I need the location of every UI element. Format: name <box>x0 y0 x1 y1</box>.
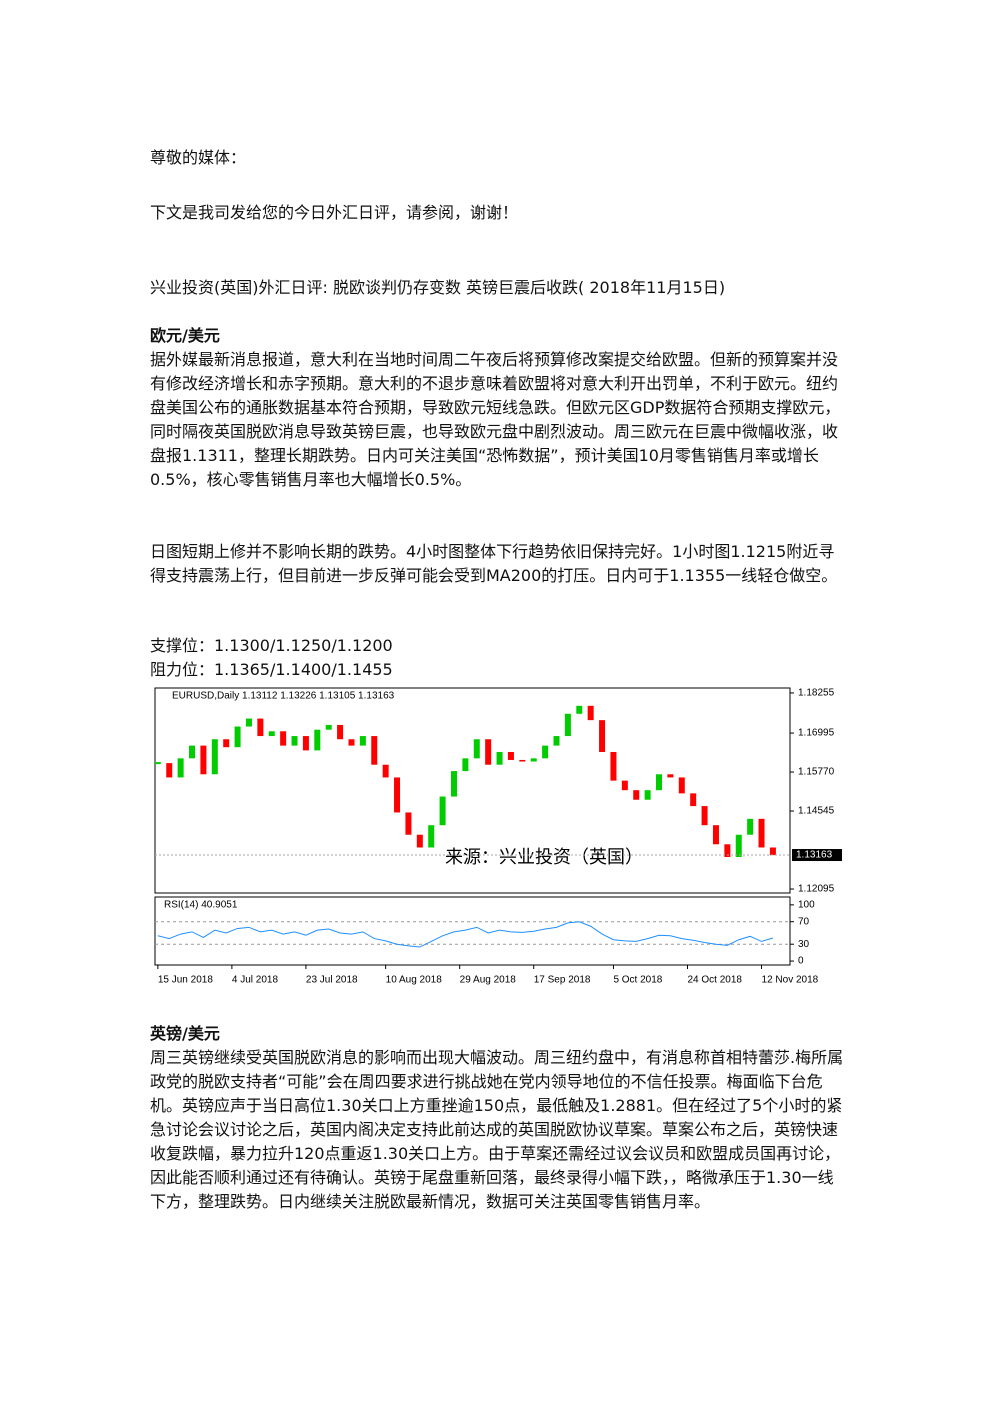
candle <box>371 736 378 765</box>
candle <box>359 736 366 746</box>
resistance-levels: 阻力位：1.1365/1.1400/1.1455 <box>150 660 393 679</box>
candle <box>394 777 401 813</box>
candle <box>678 777 685 794</box>
candle <box>530 758 537 762</box>
candle <box>234 726 241 748</box>
candle <box>177 758 184 778</box>
candle <box>462 758 469 772</box>
candle <box>553 736 560 746</box>
candle <box>189 745 196 759</box>
eurusd-chart: EURUSD,Daily 1.13112 1.13226 1.13105 1.1… <box>150 684 845 991</box>
candle <box>439 796 446 826</box>
candle <box>747 818 754 835</box>
headline: 兴业投资(英国)外汇日评: 脱欧谈判仍存变数 英镑巨震后收跌( 2018年11月… <box>150 278 726 297</box>
candle <box>268 731 275 737</box>
y-tick-label: 1.15770 <box>798 767 835 778</box>
candle <box>519 759 526 762</box>
candle <box>701 806 708 826</box>
rsi-tick-label: 70 <box>798 916 810 927</box>
watermark: 来源：兴业投资（英国） <box>445 847 643 868</box>
candle <box>485 739 492 765</box>
candle <box>507 751 514 760</box>
last-price-label: 1.13163 <box>796 850 833 861</box>
x-tick-label: 29 Aug 2018 <box>460 975 517 986</box>
last-price-tag <box>792 849 842 862</box>
x-tick-label: 5 Oct 2018 <box>613 975 662 986</box>
candle <box>587 705 594 721</box>
x-tick-label: 10 Aug 2018 <box>386 975 443 986</box>
x-tick-label: 4 Jul 2018 <box>232 975 279 986</box>
support-levels: 支撑位：1.1300/1.1250/1.1200 <box>150 636 393 655</box>
section-heading: 欧元/美元 <box>150 326 220 345</box>
candle <box>576 705 583 714</box>
x-tick-label: 12 Nov 2018 <box>762 975 819 986</box>
x-tick-label: 17 Sep 2018 <box>534 975 591 986</box>
y-tick-label: 1.12095 <box>798 884 835 895</box>
candle <box>280 731 287 746</box>
candle <box>599 720 606 752</box>
candle <box>257 718 264 737</box>
greeting: 尊敬的媒体： <box>150 148 247 167</box>
y-tick-label: 1.14545 <box>798 806 835 817</box>
candle <box>712 825 719 845</box>
intro: 下文是我司发给您的今日外汇日评，请参阅，谢谢！ <box>150 203 519 222</box>
candle <box>314 729 321 751</box>
paragraph: 周三英镑继续受英国脱欧消息的影响而出现大幅波动。周三纽约盘中，有消息称首相特蕾莎… <box>150 1048 844 1211</box>
section-heading: 英镑/美元 <box>150 1024 220 1043</box>
candle <box>735 834 742 858</box>
candle <box>302 736 309 751</box>
rsi-panel <box>154 896 791 966</box>
candle <box>291 736 298 746</box>
rsi-tick-label: 30 <box>798 939 810 950</box>
y-tick-label: 1.18255 <box>798 688 835 699</box>
x-tick-label: 15 Jun 2018 <box>158 975 213 986</box>
candle <box>200 745 207 775</box>
candle <box>166 763 173 778</box>
y-tick-label: 1.16995 <box>798 728 835 739</box>
chart-background <box>150 684 845 991</box>
candle <box>416 834 423 848</box>
candle <box>325 724 332 730</box>
candle <box>690 793 697 807</box>
rsi-tick-label: 100 <box>798 900 815 911</box>
candle <box>450 771 457 797</box>
candle <box>245 718 252 727</box>
candle <box>211 739 218 775</box>
candle <box>405 812 412 835</box>
candle <box>564 713 571 737</box>
candle <box>542 745 549 759</box>
paragraph: 据外媒最新消息报道，意大利在当地时间周二午夜后将预算修改案提交给欧盟。但新的预算… <box>150 350 841 489</box>
rsi-line <box>157 921 774 948</box>
candle <box>223 739 230 748</box>
candle <box>473 739 480 759</box>
paragraph: 日图短期上修并不影响长期的跌势。4小时图整体下行趋势依旧保持完好。1小时图1.1… <box>150 542 838 585</box>
candle <box>428 825 435 848</box>
rsi-tick-label: 0 <box>798 956 804 967</box>
candle <box>633 790 640 800</box>
candle <box>337 724 344 740</box>
candle <box>758 818 765 848</box>
candle <box>348 739 355 746</box>
x-tick-label: 23 Jul 2018 <box>306 975 358 986</box>
candle <box>610 751 617 781</box>
price-panel <box>154 687 791 894</box>
chart-title: EURUSD,Daily 1.13112 1.13226 1.13105 1.1… <box>172 691 395 702</box>
candle <box>496 751 503 765</box>
candle <box>656 774 663 791</box>
candle <box>644 790 651 800</box>
candle <box>724 844 731 858</box>
candle <box>621 780 628 791</box>
candle <box>667 774 674 778</box>
x-tick-label: 24 Oct 2018 <box>687 975 742 986</box>
rsi-title: RSI(14) 40.9051 <box>164 900 238 911</box>
candle <box>382 764 389 778</box>
candle <box>769 847 776 856</box>
